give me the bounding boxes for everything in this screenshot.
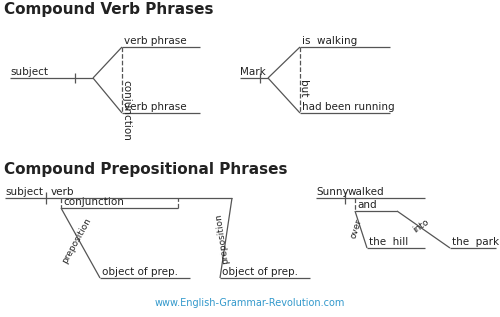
Text: but: but (298, 80, 308, 97)
Text: over: over (350, 217, 364, 239)
Text: the  park: the park (452, 237, 499, 247)
Text: Mark: Mark (240, 67, 266, 77)
Text: conjunction: conjunction (63, 197, 124, 207)
Text: preposition: preposition (60, 217, 93, 265)
Text: Compound Verb Phrases: Compound Verb Phrases (4, 2, 214, 17)
Text: object of prep.: object of prep. (222, 267, 298, 277)
Text: Compound Prepositional Phrases: Compound Prepositional Phrases (4, 162, 288, 177)
Text: is  walking: is walking (302, 36, 357, 46)
Text: subject: subject (10, 67, 48, 77)
Text: verb phrase: verb phrase (124, 36, 186, 46)
Text: subject: subject (5, 187, 43, 197)
Text: Sunny: Sunny (316, 187, 348, 197)
Text: preposition: preposition (214, 213, 230, 264)
Text: walked: walked (348, 187, 385, 197)
Text: the  hill: the hill (369, 237, 408, 247)
Text: verb phrase: verb phrase (124, 102, 186, 112)
Text: www.English-Grammar-Revolution.com: www.English-Grammar-Revolution.com (155, 298, 345, 308)
Text: object of prep.: object of prep. (102, 267, 178, 277)
Text: and: and (357, 200, 376, 210)
Text: verb: verb (51, 187, 74, 197)
Text: into: into (411, 217, 430, 235)
Text: conjunction: conjunction (121, 80, 131, 141)
Text: had been running: had been running (302, 102, 394, 112)
